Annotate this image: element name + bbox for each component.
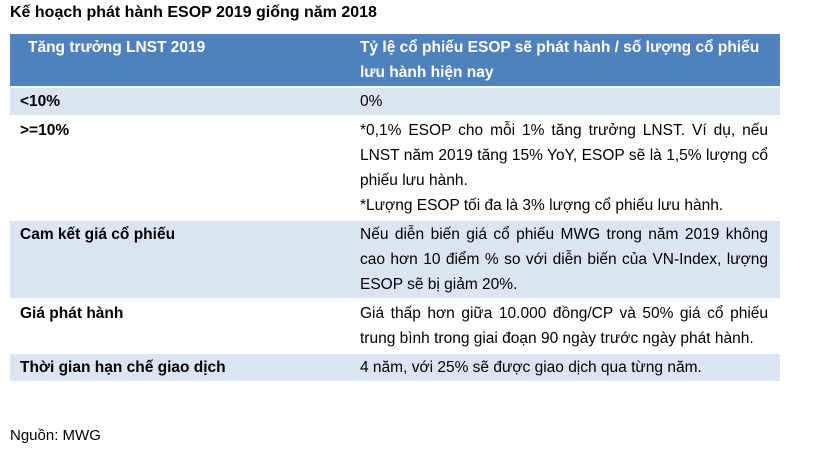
cell-paragraph: *0,1% ESOP cho mỗi 1% tăng trưởng LNST. … [360, 122, 768, 189]
table-cell: 0% [350, 86, 780, 116]
header-cell: Tỷ lệ cổ phiếu ESOP sẽ phát hành / số lư… [350, 32, 780, 87]
table-row: <10% 0% [10, 86, 780, 116]
cell-paragraph: *Lượng ESOP tối đa là 3% lượng cổ phiếu … [360, 197, 724, 214]
header-row: Tăng trưởng LNST 2019 Tỷ lệ cổ phiếu ESO… [10, 32, 780, 87]
source: Nguồn: MWG [10, 427, 101, 444]
title: Kế hoạch phát hành ESOP 2019 giống năm 2… [10, 4, 377, 21]
table-row: Giá phát hành Giá thấp hơn giữa 10.000 đồ… [10, 298, 780, 353]
table-cell: Nếu diễn biến giá cổ phiếu MWG trong năm… [350, 219, 780, 299]
table-cell: Giá phát hành [10, 298, 350, 353]
table-cell: Giá thấp hơn giữa 10.000 đồng/CP và 50% … [350, 298, 780, 353]
table-row: Thời gian hạn chế giao dịch 4 năm, với 25… [10, 352, 780, 381]
table-cell: Thời gian hạn chế giao dịch [10, 352, 350, 381]
table-cell: >=10% [10, 115, 350, 220]
table-cell: 4 năm, với 25% sẽ được giao dịch qua từn… [350, 352, 780, 381]
table-row: >=10% *0,1% ESOP cho mỗi 1% tăng trưởng L… [10, 115, 780, 220]
header-cell: Tăng trưởng LNST 2019 [10, 32, 350, 87]
table-cell: Cam kết giá cổ phiếu [10, 219, 350, 299]
esop-table: Tăng trưởng LNST 2019 Tỷ lệ cổ phiếu ESO… [10, 32, 780, 381]
table-cell: <10% [10, 86, 350, 116]
table-cell: *0,1% ESOP cho mỗi 1% tăng trưởng LNST. … [350, 115, 780, 220]
table-row: Cam kết giá cổ phiếu Nếu diễn biến giá cổ… [10, 219, 780, 299]
